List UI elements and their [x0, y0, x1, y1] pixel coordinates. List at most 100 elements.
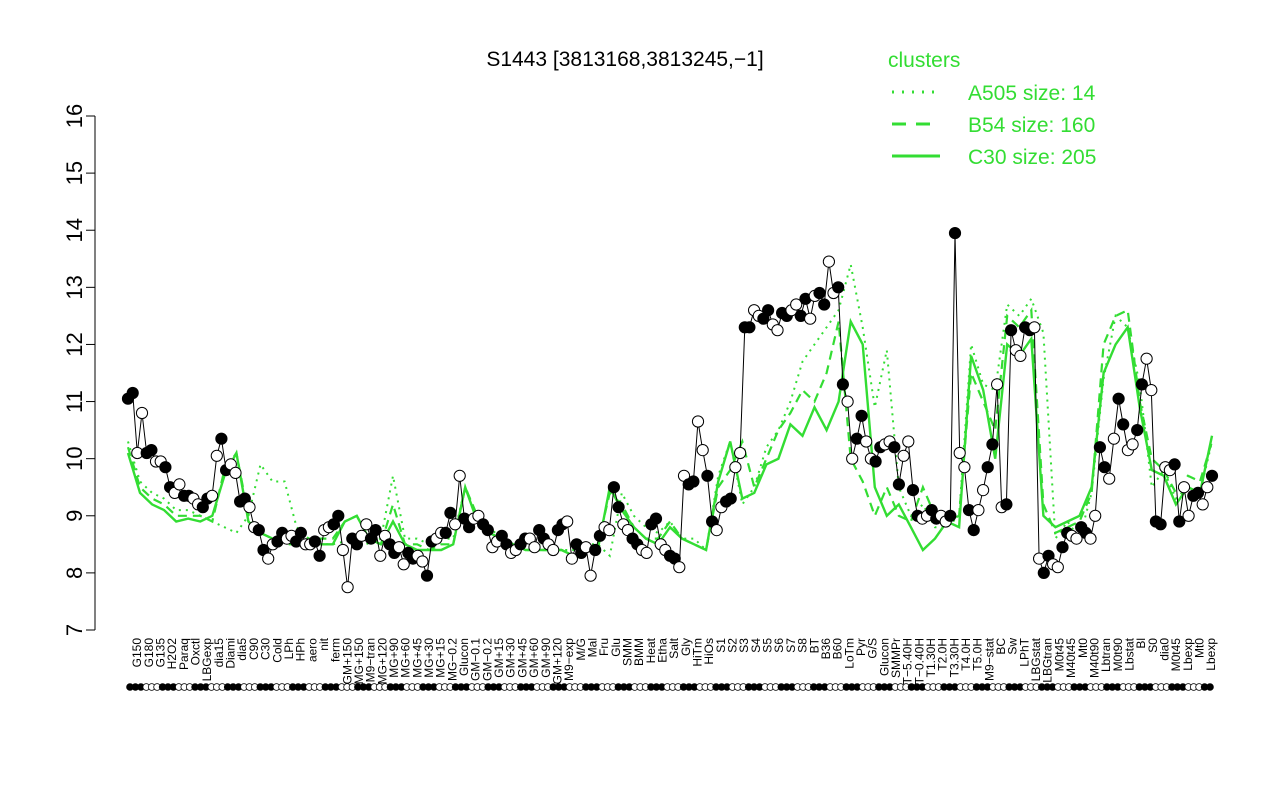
data-point [1089, 509, 1102, 522]
x-tick-label: GM+150 [340, 638, 354, 685]
x-tick-label: GM+15 [492, 638, 506, 678]
y-tick-label: 13 [62, 275, 87, 299]
x-tick-label: S8 [796, 638, 810, 653]
data-point [528, 541, 541, 554]
chart-title: S1443 [3813168,3813245,−1] [486, 48, 763, 71]
x-tick-label: Diami [224, 638, 238, 669]
x-tick-label: GM+30 [504, 638, 518, 678]
data-point [1098, 461, 1111, 474]
data-point [724, 492, 737, 505]
x-tick-label: Lbtran [1099, 638, 1113, 672]
data-point [906, 484, 920, 497]
data-point [729, 461, 742, 474]
data-point [649, 512, 663, 525]
rug-marker [1206, 683, 1214, 691]
x-tick-label: Mt0 [1192, 638, 1206, 658]
x-tick-label: HiTm [691, 638, 705, 667]
data-point [561, 515, 574, 528]
x-tick-label: BMM [632, 638, 646, 666]
y-tick-label: 8 [62, 567, 87, 579]
data-point [145, 444, 158, 457]
x-tick-label: Etha [655, 638, 669, 663]
data-point [369, 524, 382, 537]
data-point [159, 461, 172, 474]
data-point [1093, 441, 1107, 454]
data-point [392, 541, 406, 554]
data-point [771, 324, 784, 337]
data-point [972, 504, 985, 517]
data-point [1051, 561, 1064, 574]
x-tick-label: Mt0 [1076, 638, 1090, 658]
data-point [1131, 424, 1144, 437]
legend-label-b54: B54 size: 160 [968, 114, 1095, 137]
x-tick-label: C30 [259, 638, 273, 660]
data-point [790, 298, 803, 311]
data-point [444, 506, 457, 520]
x-tick-label: Salt [667, 637, 681, 658]
data-point [173, 478, 186, 491]
data-point [589, 543, 602, 557]
x-tick-label: SMM [620, 638, 634, 666]
x-tick-label: Bl [1134, 638, 1148, 649]
data-point [1154, 518, 1167, 531]
data-point [397, 558, 410, 571]
data-point [1005, 324, 1018, 337]
x-tick-label: T−0.40H [912, 638, 926, 684]
x-tick-label: dia0 [1157, 638, 1171, 661]
data-point [336, 543, 349, 557]
data-point [967, 524, 980, 537]
data-point [836, 378, 850, 391]
x-tick-label: S7 [784, 638, 798, 653]
data-point [453, 469, 466, 482]
x-tick-label: ferm [329, 638, 343, 662]
x-tick-label: H2O2 [165, 638, 179, 670]
x-tick-label: B36 [819, 638, 833, 660]
data-point [547, 543, 560, 557]
x-tick-label: G150 [130, 638, 144, 668]
x-tick-label: Glucon [877, 638, 891, 676]
data-point [332, 509, 345, 522]
data-point [813, 286, 826, 300]
data-point [977, 484, 990, 497]
cluster-lines [126, 264, 1214, 558]
x-tick-label: GM+45 [515, 638, 529, 678]
x-tick-label: Glu [609, 638, 623, 657]
y-tick-label: 12 [62, 332, 87, 356]
x-tick-label: M9−exp [562, 638, 576, 681]
data-point [584, 569, 597, 582]
x-tick-label: Sw [1006, 638, 1020, 655]
x-tick-label: S5 [761, 638, 775, 653]
legend-label-c30: C30 size: 205 [968, 146, 1096, 169]
x-tick-label: Fru [597, 638, 611, 656]
data-point [869, 455, 882, 468]
x-tick-label: Glucon [457, 638, 471, 676]
data-point [691, 415, 705, 428]
x-tick-label: Paraq [177, 638, 191, 670]
data-point [991, 378, 1004, 391]
x-tick-label: MG+150 [352, 638, 366, 685]
x-tick-label: Oxctl [189, 638, 203, 665]
data-point [701, 469, 714, 482]
x-tick-label: M0t45 [1052, 638, 1066, 672]
x-tick-label: Cold [270, 638, 284, 663]
data-series [121, 227, 1219, 594]
x-tick-label: G135 [154, 638, 168, 668]
data-point [1028, 321, 1041, 334]
data-point [673, 561, 686, 574]
y-tick-label: 11 [62, 390, 87, 413]
data-point [818, 298, 831, 311]
data-point [1014, 349, 1027, 362]
data-point [126, 386, 139, 400]
data-point [439, 526, 452, 540]
x-tick-label: C90 [247, 638, 261, 660]
x-tick-label: G/S [866, 638, 880, 659]
x-tick-label: dia15 [212, 638, 226, 668]
data-point [1177, 481, 1191, 494]
x-tick-label: T1.30H [924, 638, 938, 677]
data-point [1056, 541, 1069, 554]
data-point [841, 395, 854, 408]
x-tick-label: LBGexp [200, 638, 214, 682]
data-point [449, 518, 462, 531]
x-tick-label: S1 [714, 638, 728, 653]
